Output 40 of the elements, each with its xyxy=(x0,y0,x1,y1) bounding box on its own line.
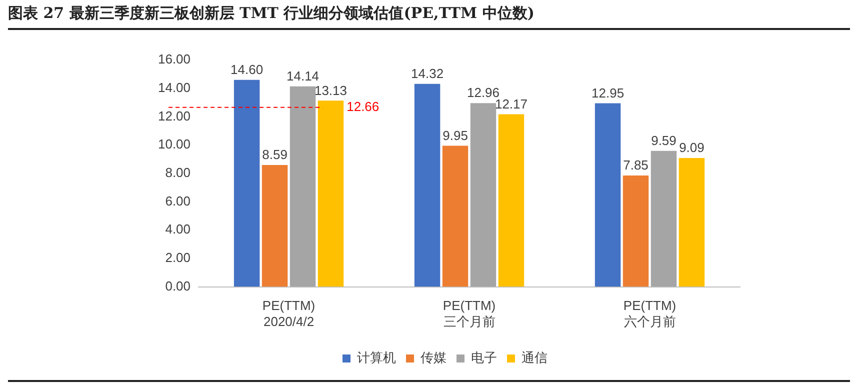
data-label: 9.59 xyxy=(651,132,676,148)
data-label: 7.85 xyxy=(623,158,648,173)
bar xyxy=(678,158,705,287)
legend-label: 计算机 xyxy=(357,350,396,366)
bar xyxy=(262,165,288,287)
x-tick-label: PE(TTM) 三个月前 xyxy=(442,298,496,329)
bar xyxy=(414,84,440,287)
bar xyxy=(234,80,260,287)
y-tick-label: 14.00 xyxy=(158,80,191,95)
bar xyxy=(318,100,344,287)
legend-label: 电子 xyxy=(471,350,497,366)
data-label: 12.95 xyxy=(592,85,624,100)
data-label: 8.59 xyxy=(262,147,288,162)
y-tick-label: 0.00 xyxy=(165,278,191,294)
data-label: 9.95 xyxy=(442,128,468,143)
y-tick-label: 4.00 xyxy=(165,222,191,237)
y-tick-label: 2.00 xyxy=(165,250,191,266)
y-tick-label: 6.00 xyxy=(165,193,191,208)
bar xyxy=(622,176,649,287)
legend-label: 通信 xyxy=(522,350,548,366)
data-label: 13.13 xyxy=(314,82,348,98)
data-label: 14.14 xyxy=(286,68,320,84)
legend-label: 传媒 xyxy=(420,350,446,366)
bar xyxy=(498,114,524,287)
y-tick-label: 12.00 xyxy=(158,108,191,124)
y-tick-label: 16.00 xyxy=(158,52,191,67)
chart-title: 图表 27 最新三季度新三板创新层 TMT 行业细分领域估值(PE,TTM 中位数) xyxy=(8,4,850,30)
y-tick-label: 10.00 xyxy=(158,136,191,152)
bar xyxy=(290,86,316,287)
bar xyxy=(650,150,677,287)
x-tick-label: PE(TTM) 2020/4/2 xyxy=(262,298,316,329)
data-label: 14.60 xyxy=(230,62,264,77)
bar xyxy=(442,146,468,287)
bar xyxy=(594,103,621,287)
y-tick-label: 8.00 xyxy=(165,164,191,180)
data-label: 9.09 xyxy=(679,140,704,156)
ref-line-label: 12.66 xyxy=(346,98,380,114)
data-label: 14.32 xyxy=(411,66,444,81)
bar xyxy=(470,103,496,287)
x-tick-label: PE(TTM) 六个月前 xyxy=(623,298,676,329)
